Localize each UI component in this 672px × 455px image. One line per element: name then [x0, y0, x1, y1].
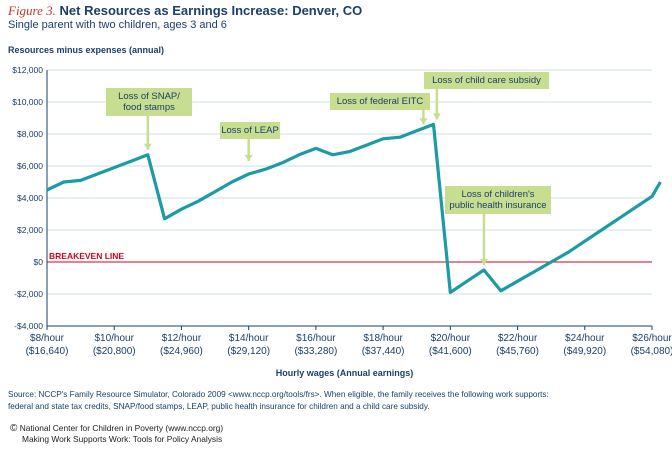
annotation-box: [330, 93, 430, 110]
x-tick-label-earnings: ($20,800): [93, 346, 136, 357]
series-line: [46, 122, 662, 294]
source-note: Source: NCCP's Family Resource Simulator…: [8, 389, 658, 413]
x-axis-title: Hourly wages (Annual earnings): [276, 368, 414, 378]
x-tick-label-earnings: ($33,280): [294, 346, 337, 357]
x-tick-label-earnings: ($45,760): [496, 346, 539, 357]
x-tick-label-earnings: ($49,920): [563, 346, 606, 357]
copyright-icon: ©: [10, 423, 18, 434]
y-tick-label: -$2,000: [14, 289, 43, 299]
y-tick-label: $12,000: [12, 65, 43, 75]
annotation-box: [220, 122, 280, 139]
annotation-label: Loss of federal EITC: [337, 96, 424, 107]
x-tick-label-wage: $22/hour: [498, 333, 538, 344]
annotation-arrowhead: [419, 118, 428, 125]
annotation-label: public health insurance: [449, 200, 546, 211]
y-tick-label: $2,000: [17, 225, 43, 235]
annotation-arrowhead: [479, 259, 488, 265]
annotation-arrowhead: [143, 143, 152, 150]
figure-label: Figure 3.: [8, 3, 56, 18]
source-line-1: Source: NCCP's Family Resource Simulator…: [8, 390, 549, 399]
y-tick-label: $10,000: [12, 97, 43, 107]
annotation-box: [424, 72, 549, 89]
line-chart: $12,000 $10,000 $8,000 $6,000 $4,000 $2,000 $0…: [12, 65, 672, 378]
x-tick-label-earnings: ($24,960): [160, 346, 203, 357]
y-axis-title: Resources minus expenses (annual): [8, 45, 165, 55]
annotation-label: food stamps: [123, 102, 175, 113]
chart-title: Net Resources as Earnings Increase: Denv…: [59, 3, 363, 18]
footer-publication: Making Work Supports Work: Tools for Pol…: [22, 434, 223, 444]
y-tick-label: $8,000: [17, 129, 43, 139]
annotation-box: [445, 186, 551, 214]
x-tick-label-wage: $24/hour: [565, 333, 605, 344]
y-tick-label: $4,000: [17, 193, 43, 203]
annotation-label: Loss of children's: [461, 189, 534, 200]
annotation-arrowhead: [432, 113, 441, 120]
breakeven-label: BREAKEVEN LINE: [49, 251, 124, 261]
x-tick-label-wage: $8/hour: [30, 333, 65, 344]
annotation-label: Loss of child care subsidy: [432, 75, 541, 86]
x-tick-label-wage: $12/hour: [162, 333, 202, 344]
x-tick-label-wage: $14/hour: [229, 333, 269, 344]
x-tick-label-earnings: ($54,080): [631, 346, 672, 357]
x-tick-label-earnings: ($29,120): [227, 346, 270, 357]
x-tick-label-wage: $10/hour: [94, 333, 134, 344]
y-tick-label: $0: [34, 257, 44, 267]
chart-subtitle: Single parent with two children, ages 3 …: [8, 19, 227, 31]
y-tick-label: $6,000: [17, 161, 43, 171]
x-tick-label-earnings: ($37,440): [362, 346, 405, 357]
x-tick-label-wage: $20/hour: [431, 333, 471, 344]
y-tick-label: -$4,000: [14, 321, 43, 331]
x-tick-label-earnings: ($41,600): [429, 346, 472, 357]
source-line-2: federal and state tax credits, SNAP/food…: [8, 402, 430, 411]
annotation-box: [106, 88, 192, 116]
annotation-label: Loss of LEAP: [221, 125, 279, 136]
footer-org: National Center for Children in Poverty …: [19, 423, 224, 433]
annotation-label: Loss of SNAP/: [118, 91, 180, 102]
x-tick-label-wage: $16/hour: [296, 333, 336, 344]
x-tick-label-wage: $18/hour: [363, 333, 403, 344]
annotation-arrowhead: [244, 155, 253, 161]
footer: © National Center for Children in Povert…: [10, 423, 223, 445]
x-tick-label-wage: $26/hour: [632, 333, 672, 344]
x-tick-label-earnings: ($16,640): [26, 346, 69, 357]
page-title: Figure 3. Net Resources as Earnings Incr…: [8, 3, 362, 19]
